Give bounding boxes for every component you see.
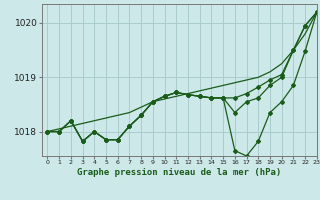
X-axis label: Graphe pression niveau de la mer (hPa): Graphe pression niveau de la mer (hPa)	[77, 168, 281, 177]
